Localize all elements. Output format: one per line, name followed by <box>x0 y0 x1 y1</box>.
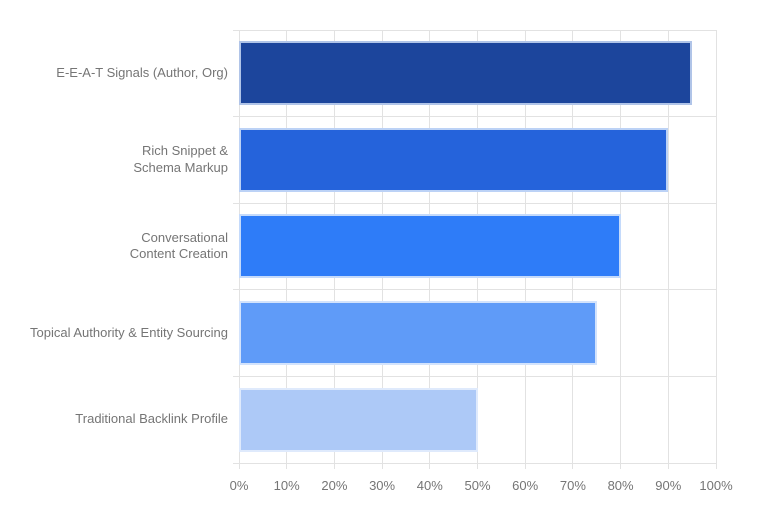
horizontal-gridline <box>239 289 716 291</box>
x-tick-mark <box>620 463 622 469</box>
bar-row <box>239 376 716 463</box>
category-label: Traditional Backlink Profile <box>75 411 228 427</box>
horizontal-gridline <box>239 116 716 118</box>
horizontal-gridline <box>239 375 716 377</box>
x-tick-label: 70% <box>559 478 586 493</box>
y-axis-labels: E-E-A-T Signals (Author, Org) Rich Snippe… <box>0 30 239 463</box>
x-tick-mark <box>715 463 717 469</box>
horizontal-gridline <box>239 29 716 31</box>
x-tick-mark <box>381 463 383 469</box>
x-tick-label: 80% <box>607 478 634 493</box>
horizontal-gridline <box>239 202 716 204</box>
vertical-gridline <box>715 30 717 463</box>
bar-row <box>239 30 716 117</box>
x-tick-label: 90% <box>655 478 682 493</box>
y-tick-mark <box>233 202 239 204</box>
vertical-gridline <box>667 30 669 463</box>
x-tick-mark <box>333 463 335 469</box>
x-tick-label: 20% <box>321 478 348 493</box>
category-label: Topical Authority & Entity Sourcing <box>30 324 228 340</box>
y-tick-mark <box>233 462 239 464</box>
category-label: Conversational Content Creation <box>129 229 228 262</box>
category-label: E-E-A-T Signals (Author, Org) <box>56 64 228 80</box>
bar-3 <box>239 214 621 279</box>
bar-5 <box>239 387 478 452</box>
y-tick-mark <box>233 29 239 31</box>
x-tick-mark <box>524 463 526 469</box>
bar-row <box>239 290 716 377</box>
x-tick-label: 50% <box>464 478 491 493</box>
bar-row <box>239 203 716 290</box>
y-tick-mark <box>233 289 239 291</box>
x-tick-mark <box>286 463 288 469</box>
bar-row <box>239 117 716 204</box>
y-tick-mark <box>233 375 239 377</box>
x-tick-label: 30% <box>369 478 396 493</box>
x-tick-mark <box>238 463 240 469</box>
x-tick-mark <box>429 463 431 469</box>
x-tick-mark <box>477 463 478 469</box>
x-tick-mark <box>572 463 574 469</box>
bar-1 <box>239 41 693 106</box>
vertical-gridline <box>620 30 622 463</box>
plot-area <box>233 29 717 464</box>
x-tick-label: 100% <box>699 478 733 493</box>
y-tick-mark <box>233 116 239 118</box>
x-tick-mark <box>667 463 669 469</box>
x-tick-label: 10% <box>273 478 300 493</box>
bar-2 <box>239 127 669 192</box>
x-axis: 0% 10% 20% 30% 40% 50% 60% 70% 80% 90% 100% <box>230 463 733 517</box>
bar-4 <box>239 301 597 366</box>
category-label: Rich Snippet & Schema Markup <box>133 143 228 175</box>
x-tick-label: 60% <box>512 478 539 493</box>
x-tick-label: 0% <box>229 478 249 493</box>
x-tick-label: 40% <box>416 478 443 493</box>
